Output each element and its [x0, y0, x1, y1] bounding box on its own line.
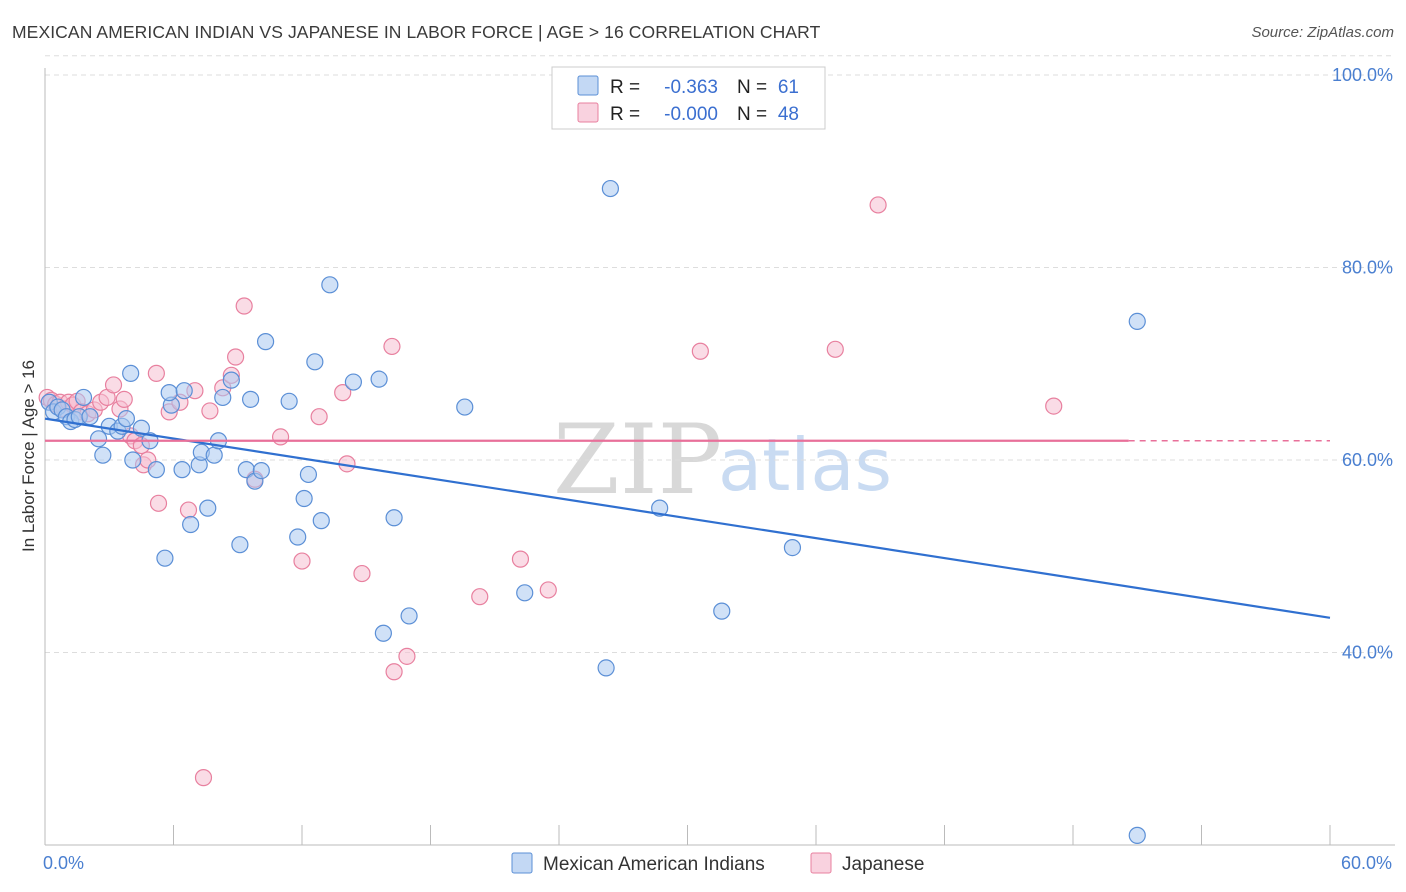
correlation-legend: R = -0.363 N = 61 R = -0.000 N = 48	[551, 66, 826, 130]
japanese-point	[115, 390, 133, 408]
mexican-american-indians-point	[214, 388, 232, 407]
grid-lines	[45, 55, 1395, 653]
mexican-american-indians-point	[222, 371, 240, 389]
mexican-american-indians-point	[783, 538, 802, 557]
mexican-american-indians-point	[651, 499, 669, 517]
mexican-american-indians-point	[312, 512, 330, 530]
legend-swatch-blue	[577, 75, 599, 96]
y-tick-label: 100.0%	[1332, 65, 1393, 85]
mexican-american-indians-point	[182, 515, 200, 534]
japanese-point	[385, 663, 403, 681]
japanese-point	[179, 501, 198, 519]
legend-n-value-blue: 61	[778, 77, 799, 98]
japanese-point	[310, 408, 328, 426]
chart-source: Source: ZipAtlas.com	[1251, 24, 1394, 41]
mexican-american-indians-point	[231, 536, 249, 554]
mexican-american-indians-point	[256, 333, 275, 351]
japanese-point	[147, 364, 165, 382]
mexican-american-indians-point	[1128, 826, 1146, 844]
mexican-american-indians-point	[516, 584, 534, 602]
mexican-american-indians-point	[156, 549, 174, 567]
japanese-point	[353, 564, 371, 583]
series-legend-swatch-pink	[810, 852, 832, 874]
mexican-american-indians-point	[147, 461, 165, 479]
x-tick-label-max: 60.0%	[1341, 853, 1392, 873]
series-legend-label-blue: Mexican American Indians	[543, 854, 765, 875]
watermark-atlas: atlas	[718, 423, 892, 507]
mexican-american-indians-point	[385, 509, 403, 527]
japanese-point	[398, 647, 416, 665]
japanese-point	[471, 588, 489, 606]
mexican-american-indians-point	[74, 388, 93, 407]
japanese-point	[691, 342, 709, 360]
japanese-point	[149, 494, 168, 512]
mexican-american-indians-point	[456, 398, 474, 416]
x-tick-label-min: 0.0%	[43, 853, 84, 873]
legend-n-value-pink: 48	[778, 104, 799, 125]
mexican-american-indians-point	[242, 390, 260, 408]
mexican-american-indians-point	[713, 602, 731, 620]
japanese-point	[201, 402, 219, 420]
mexican-american-indians-point	[400, 607, 418, 625]
legend-r-label-blue: R =	[610, 77, 640, 98]
japanese-point	[293, 552, 311, 570]
trend-lines	[44, 417, 1331, 619]
mexican-american-indians-point	[81, 408, 99, 426]
japanese-point	[383, 337, 401, 356]
japanese-point	[539, 581, 557, 599]
mexican-american-indians-point	[1128, 312, 1146, 330]
mexican-american-indians-point	[321, 276, 339, 294]
y-tick-label: 40.0%	[1342, 643, 1393, 663]
mexican-american-indians-point	[299, 465, 318, 484]
mexican-american-indians-point	[124, 451, 142, 469]
japanese-point	[194, 769, 213, 787]
y-axis-title: In Labor Force | Age > 16	[19, 360, 38, 552]
series-legend: Mexican American Indians Japanese	[511, 852, 924, 875]
mexican-american-indians-point	[89, 430, 108, 448]
japanese-points	[38, 196, 1063, 787]
mexican-american-indians-trend-line	[44, 417, 1331, 619]
mexican-american-indians-point	[280, 392, 298, 410]
mexican-american-indians-point	[374, 624, 392, 642]
mexican-american-indians-point	[306, 353, 324, 371]
y-tick-labels: 40.0% 60.0% 80.0% 100.0%	[1332, 65, 1393, 663]
japanese-point	[1045, 397, 1063, 415]
legend-r-value-blue: -0.363	[664, 77, 718, 98]
mexican-american-indians-point	[117, 410, 135, 428]
japanese-point	[826, 340, 844, 358]
mexican-american-indians-point	[344, 373, 362, 391]
japanese-point	[104, 376, 123, 394]
axes	[44, 68, 1395, 846]
japanese-point	[511, 550, 530, 568]
mexican-american-indians-point	[601, 179, 620, 198]
legend-r-value-pink: -0.000	[664, 104, 718, 125]
mexican-american-indians-point	[175, 382, 193, 400]
japanese-point	[869, 196, 887, 214]
chart-title: MEXICAN AMERICAN INDIAN VS JAPANESE IN L…	[12, 22, 821, 42]
mexican-american-indians-point	[597, 659, 615, 677]
y-tick-label: 60.0%	[1342, 450, 1393, 470]
japanese-point	[271, 428, 290, 446]
japanese-point	[227, 348, 245, 366]
series-legend-swatch-blue	[511, 852, 533, 874]
japanese-point	[334, 384, 352, 402]
series-legend-label-pink: Japanese	[842, 854, 924, 875]
mexican-american-indians-point	[199, 499, 217, 517]
mexican-american-indians-point	[94, 446, 112, 464]
japanese-point	[235, 297, 253, 315]
mexican-american-indians-point	[370, 370, 388, 388]
mexican-american-indians-point	[122, 364, 140, 382]
mexican-american-indians-point	[289, 528, 307, 546]
mexican-american-indians-point	[173, 461, 191, 479]
legend-r-label-pink: R =	[610, 104, 640, 125]
legend-n-label-blue: N =	[737, 77, 767, 98]
legend-swatch-pink	[577, 102, 599, 123]
mexican-american-indians-point	[252, 461, 270, 480]
legend-n-label-pink: N =	[737, 104, 767, 125]
y-tick-label: 80.0%	[1342, 258, 1393, 278]
mexican-american-indians-point	[160, 384, 178, 402]
mexican-american-indians-point	[205, 446, 223, 464]
mexican-american-indians-point	[295, 489, 313, 508]
